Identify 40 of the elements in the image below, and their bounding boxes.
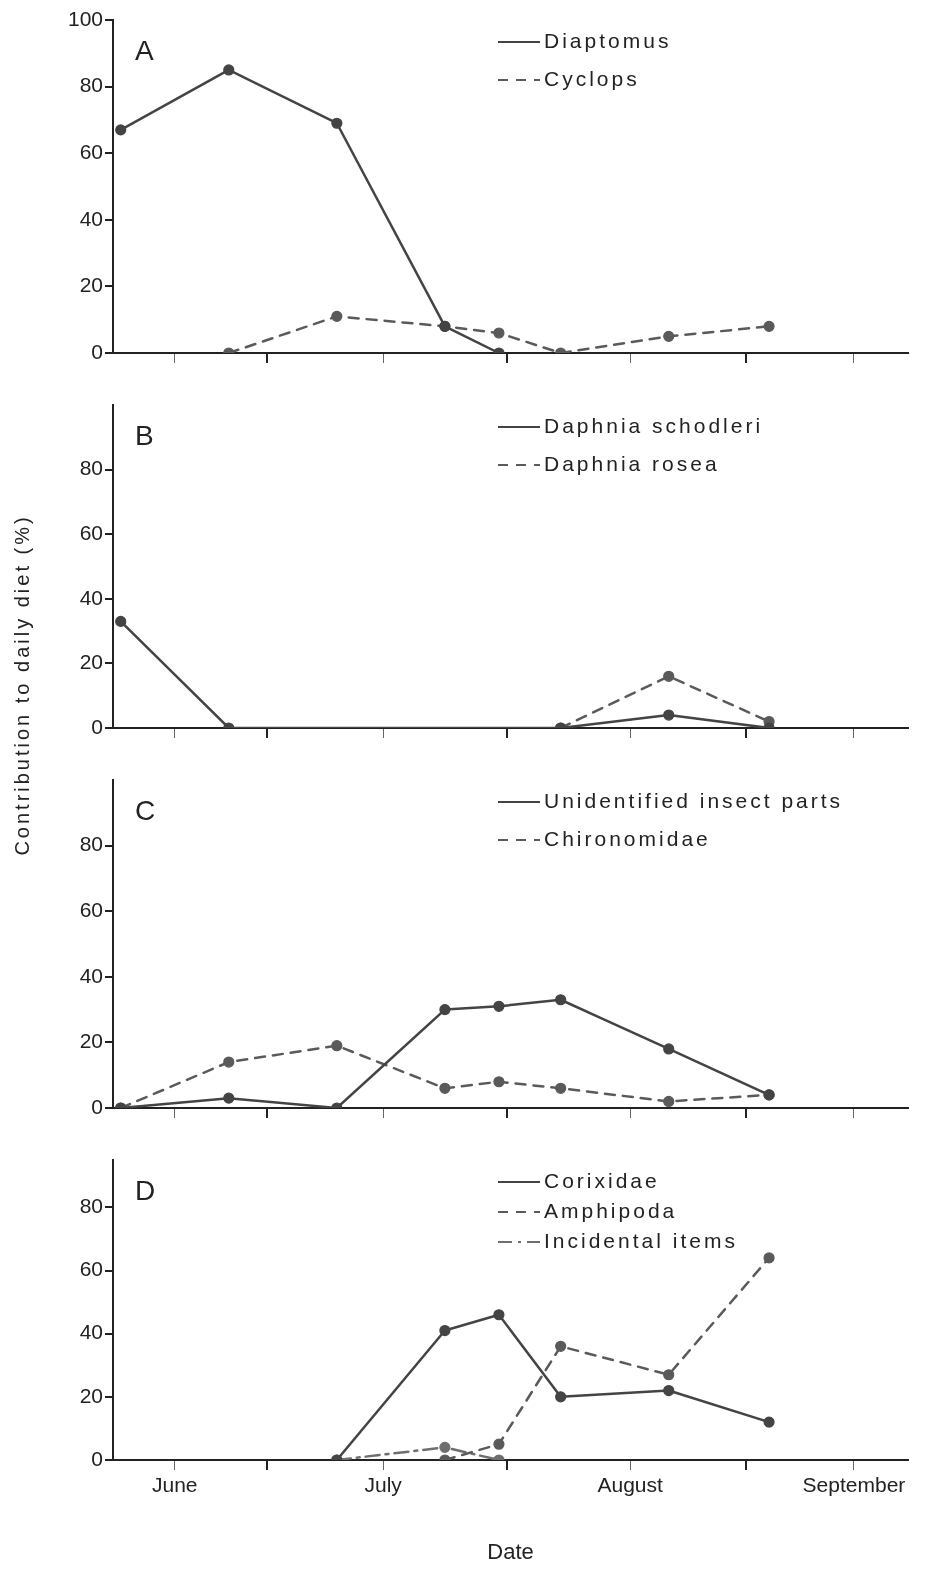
y-tick-label: 40 <box>79 1320 103 1344</box>
y-tick-label: 20 <box>79 650 103 674</box>
y-tick-label: 80 <box>79 832 103 856</box>
annotation: C <box>135 794 156 826</box>
y-tick-label: 0 <box>91 1094 103 1118</box>
y-tick-label: 0 <box>91 339 103 363</box>
y-tick-label: 40 <box>79 963 103 987</box>
annotation: D <box>135 1174 156 1206</box>
y-tick-label: 60 <box>79 521 103 544</box>
legend-label: Cyclops <box>544 66 640 90</box>
y-tick-label: 40 <box>79 585 103 609</box>
y-tick-label: 20 <box>79 273 103 297</box>
annotation: B <box>135 419 154 451</box>
legend-label: Daphnia rosea <box>544 451 720 475</box>
y-tick-label: 0 <box>91 714 103 738</box>
y-tick-label: 60 <box>79 140 103 163</box>
y-tick-label: 20 <box>79 1029 103 1053</box>
x-tick-label: September <box>802 1473 906 1497</box>
y-tick-label: 80 <box>79 73 103 97</box>
x-tick-label: August <box>597 1473 663 1497</box>
legend-label: Unidentified insect parts <box>544 788 844 812</box>
annotation: A <box>135 34 154 66</box>
x-axis-title: Date <box>487 1538 534 1564</box>
legend-label: Incidental items <box>544 1228 738 1252</box>
y-tick-label: 100 <box>67 6 103 30</box>
y-tick-label: 20 <box>79 1383 103 1407</box>
y-axis-title: Contribution to daily diet (%) <box>10 514 34 856</box>
legend-label: Amphipoda <box>544 1198 678 1222</box>
y-tick-label: 40 <box>79 206 103 230</box>
x-tick-label: July <box>364 1473 403 1497</box>
y-tick-label: 60 <box>79 1257 103 1281</box>
y-tick-label: 80 <box>79 1194 103 1218</box>
y-tick-label: 0 <box>91 1446 103 1470</box>
legend-label: Chironomidae <box>544 826 711 850</box>
x-tick-label: June <box>151 1473 198 1497</box>
legend-label: Corixidae <box>544 1168 660 1192</box>
legend-label: Daphnia schodleri <box>544 413 764 437</box>
y-tick-label: 60 <box>79 898 103 921</box>
y-tick-label: 80 <box>79 456 103 480</box>
legend-label: Diaptomus <box>544 28 672 52</box>
